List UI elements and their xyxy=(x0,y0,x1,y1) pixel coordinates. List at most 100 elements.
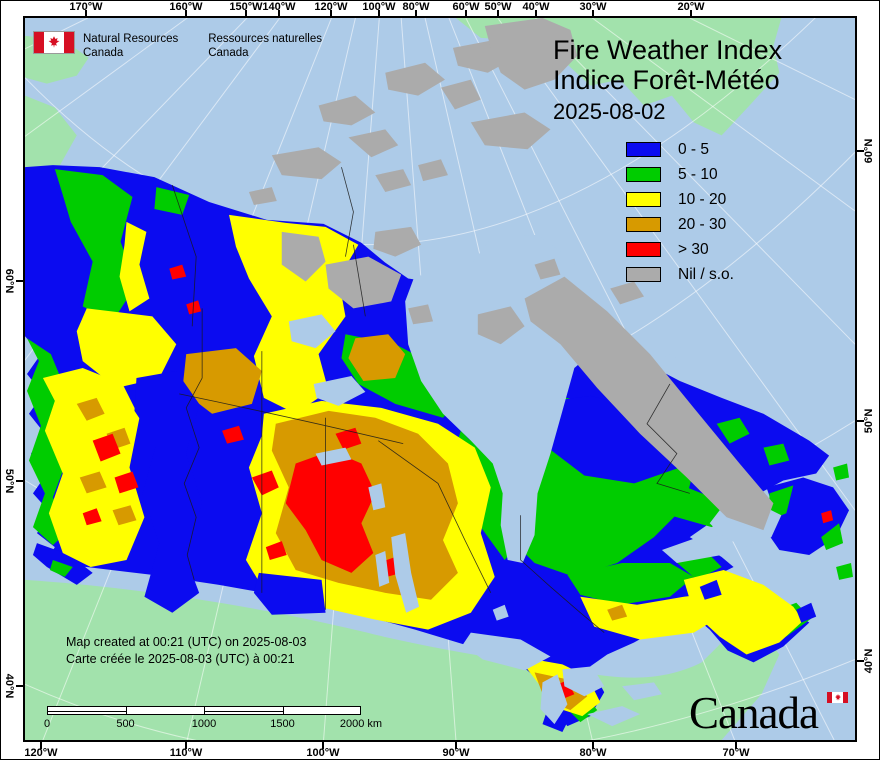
lon-label: 80°W xyxy=(402,1,430,13)
great-bear-lake xyxy=(288,314,336,349)
legend-label: > 30 xyxy=(678,240,709,258)
legend-swatch xyxy=(626,267,661,282)
legend-item: Nil / s.o. xyxy=(626,262,734,287)
legend-item: 5 - 10 xyxy=(626,162,734,187)
lon-tick xyxy=(85,10,87,17)
lake-huron xyxy=(562,666,605,697)
canada-wordmark: Canada xyxy=(689,689,859,741)
legend: 0 - 5 5 - 10 10 - 20 20 - 30 > 30 Nil / s.o. xyxy=(626,137,734,287)
lat-label: 60°N xyxy=(3,268,15,294)
lon-tick xyxy=(245,10,247,17)
lat-tick xyxy=(16,685,23,687)
great-slave-lake xyxy=(313,376,366,406)
lon-label: 120°W xyxy=(24,747,58,759)
admin-borders xyxy=(171,167,690,633)
southampton-island xyxy=(477,306,525,345)
lake-winnipegosis xyxy=(375,551,390,587)
lon-label: 120°W xyxy=(314,1,348,13)
lon-tick xyxy=(40,742,42,749)
lon-label: 90°W xyxy=(442,747,470,759)
nrcan-logo: Natural Resources Canada Ressources natu… xyxy=(33,31,322,60)
lake-nipigon xyxy=(492,604,509,621)
legend-swatch xyxy=(626,192,661,207)
lon-tick xyxy=(415,10,417,17)
scale-bar xyxy=(47,706,361,715)
lat-label: 60°N xyxy=(863,138,875,164)
lake-michigan xyxy=(540,674,568,725)
title-date: 2025-08-02 xyxy=(553,99,666,124)
dept-en-line1: Natural Resources xyxy=(83,33,179,45)
lon-tick xyxy=(735,742,737,749)
legend-swatch xyxy=(626,242,661,257)
lon-label: 50°W xyxy=(484,1,512,13)
legend-label: 20 - 30 xyxy=(678,215,727,233)
scale-label: 1500 xyxy=(270,718,295,730)
map-title: Fire Weather Index Indice Forêt-Météo 20… xyxy=(553,35,782,125)
scale-label: 0 xyxy=(43,718,51,730)
lake-athabasca xyxy=(315,447,352,466)
lon-tick xyxy=(378,10,380,17)
lon-tick xyxy=(690,10,692,17)
dept-en-line2: Canada xyxy=(83,47,124,59)
canada-flag-icon xyxy=(33,31,75,54)
legend-label: 0 - 5 xyxy=(678,140,710,158)
lon-label: 100°W xyxy=(306,747,340,759)
lon-label: 170°W xyxy=(69,1,103,13)
dept-name-fr: Ressources naturelles Canada xyxy=(208,32,322,60)
st-lawrence-estuary xyxy=(661,533,734,563)
creation-note-en: Map created at 00:21 (UTC) on 2025-08-03 xyxy=(66,635,307,649)
lat-tick xyxy=(857,150,864,152)
lat-label: 40°N xyxy=(863,648,875,674)
reindeer-lake xyxy=(368,483,386,511)
lon-label: 20°W xyxy=(677,1,705,13)
baffin-island xyxy=(524,276,774,531)
wordmark-text: Canada xyxy=(689,688,819,738)
lake-ontario xyxy=(622,682,662,701)
devon-island xyxy=(470,112,551,150)
lat-label: 40°N xyxy=(3,673,15,699)
scale-label: 500 xyxy=(116,718,135,730)
lon-tick xyxy=(497,10,499,17)
fire-weather-map xyxy=(25,18,855,740)
lon-tick xyxy=(465,10,467,17)
victoria-island xyxy=(325,256,402,309)
scale-bar-labels: 0 500 1000 1500 2000 km xyxy=(43,718,382,732)
fwi-gt-30-layer xyxy=(82,264,834,701)
maple-leaf-icon xyxy=(48,35,60,48)
lon-label: 160°W xyxy=(169,1,203,13)
lake-erie xyxy=(587,706,641,727)
legend-swatch xyxy=(626,217,661,232)
lon-tick xyxy=(278,10,280,17)
legend-label: 10 - 20 xyxy=(678,190,727,208)
dept-fr-line1: Ressources naturelles xyxy=(208,33,323,45)
banks-island xyxy=(281,231,326,282)
legend-label: Nil / s.o. xyxy=(678,265,734,283)
lon-tick xyxy=(322,742,324,749)
lat-tick xyxy=(857,660,864,662)
nil-layer xyxy=(248,18,774,531)
lat-label: 50°N xyxy=(863,408,875,434)
lon-tick xyxy=(592,10,594,17)
creation-note-fr: Carte créée le 2025-08-03 (UTC) à 00:21 xyxy=(66,652,295,666)
wordmark-flag-icon xyxy=(827,692,848,703)
dept-name-en: Natural Resources Canada xyxy=(83,32,178,60)
legend-swatch xyxy=(626,142,661,157)
legend-item: > 30 xyxy=(626,237,734,262)
lake-winnipeg xyxy=(391,533,420,613)
lat-tick xyxy=(857,420,864,422)
map-frame xyxy=(23,16,857,742)
legend-item: 20 - 30 xyxy=(626,212,734,237)
lon-label: 80°W xyxy=(579,747,607,759)
lon-label: 40°W xyxy=(522,1,550,13)
title-line-fr: Indice Forêt-Météo xyxy=(553,65,780,95)
lake-superior xyxy=(462,632,551,671)
legend-item: 10 - 20 xyxy=(626,187,734,212)
hudson-bay xyxy=(405,234,682,563)
lon-tick xyxy=(330,10,332,17)
lon-tick xyxy=(592,742,594,749)
legend-item: 0 - 5 xyxy=(626,137,734,162)
lon-label: 100°W xyxy=(362,1,396,13)
lat-tick xyxy=(16,280,23,282)
creation-note: Map created at 00:21 (UTC) on 2025-08-03… xyxy=(66,634,306,668)
lon-label: 30°W xyxy=(579,1,607,13)
